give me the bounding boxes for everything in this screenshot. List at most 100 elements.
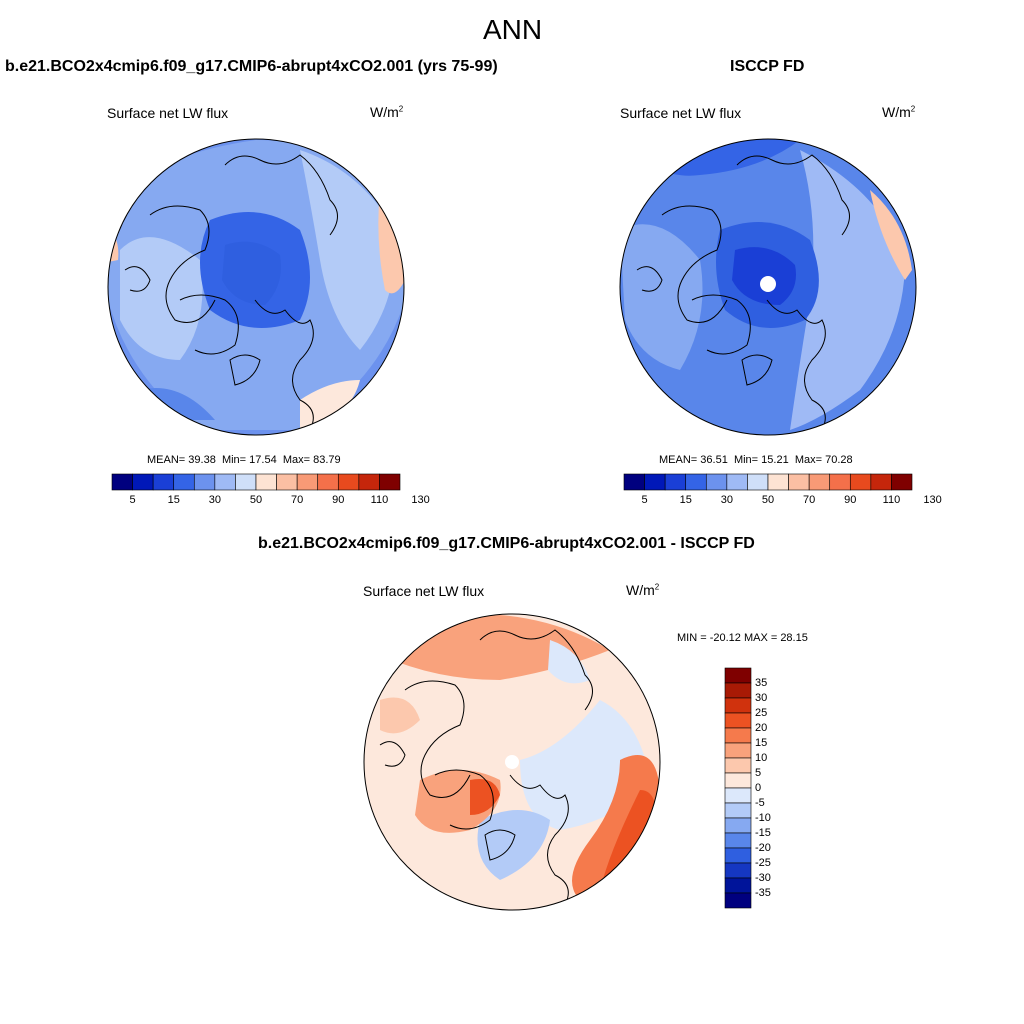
colorbar-swatch: [724, 862, 752, 879]
panel2-units-label: W/m2: [882, 104, 916, 120]
colorbar-tick-label: 30: [720, 494, 733, 506]
colorbar-tick-label: 130: [923, 494, 942, 506]
colorbar-swatch: [726, 473, 748, 491]
colorbar-swatch: [276, 473, 298, 491]
colorbar-swatch: [747, 473, 769, 491]
colorbar-tick-label: 5: [129, 494, 136, 506]
colorbar-swatch: [788, 473, 810, 491]
colorbar-tick-label: -35: [755, 887, 771, 899]
colorbar-swatch: [296, 473, 319, 491]
colorbar-swatch: [111, 473, 133, 491]
colorbar-swatch: [337, 473, 360, 491]
colorbar-swatch: [724, 877, 752, 894]
colorbar-swatch: [132, 473, 154, 491]
colorbar-swatch: [705, 473, 728, 491]
colorbar-swatch: [724, 742, 752, 759]
colorbar-tick-label: -15: [755, 827, 771, 839]
colorbar-tick-label: -25: [755, 857, 771, 869]
colorbar-tick-label: 90: [332, 494, 345, 506]
colorbar-tick-label: 35: [755, 677, 768, 689]
colorbar-tick-label: 50: [249, 494, 263, 506]
panel1-units-label: W/m2: [370, 104, 404, 120]
colorbar-tick-label: -5: [755, 797, 765, 809]
map3-border: [363, 613, 661, 911]
colorbar-swatch: [255, 473, 277, 491]
colorbar-swatch: [173, 473, 195, 491]
colorbar-swatch: [724, 757, 752, 774]
colorbar-tick-label: 70: [803, 494, 816, 506]
panel3-title: b.e21.BCO2x4cmip6.f09_g17.CMIP6-abrupt4x…: [258, 535, 755, 552]
panel1-title: b.e21.BCO2x4cmip6.f09_g17.CMIP6-abrupt4x…: [5, 58, 498, 75]
panel3-units-label: W/m2: [626, 582, 660, 598]
colorbar-swatch: [317, 473, 339, 491]
colorbar-swatch: [685, 473, 707, 491]
figure-title: ANN: [483, 14, 543, 45]
colorbar-tick-label: -30: [755, 872, 771, 884]
colorbar-swatch: [152, 473, 175, 491]
colorbar-swatch: [724, 697, 752, 714]
colorbar-tick-label: 130: [411, 494, 430, 506]
colorbar-tick-label: 70: [291, 494, 304, 506]
colorbar-tick-label: 15: [755, 737, 768, 749]
map1-border: [107, 138, 405, 436]
colorbar-swatch: [724, 712, 752, 729]
colorbar-swatch: [724, 802, 752, 819]
colorbar-tick-label: 110: [370, 494, 389, 506]
panel3-field-label: Surface net LW flux: [363, 583, 485, 599]
map1-coastlines: [124, 154, 338, 431]
colorbar-swatch: [724, 892, 752, 909]
colorbar-swatch: [724, 667, 752, 684]
colorbar-swatch: [358, 473, 380, 491]
panel2-field-label: Surface net LW flux: [620, 105, 742, 121]
panel2-title: ISCCP FD: [730, 58, 805, 75]
panel1-colorbar: [111, 473, 401, 491]
colorbar-swatch: [808, 473, 831, 491]
colorbar-swatch: [379, 473, 401, 491]
colorbar-tick-label: 25: [755, 707, 768, 719]
panel3-minmax: MIN = -20.12 MAX = 28.15: [677, 632, 808, 644]
colorbar-swatch: [724, 772, 752, 789]
colorbar-tick-label: -10: [755, 812, 771, 824]
colorbar-tick-label: 50: [761, 494, 775, 506]
colorbar-swatch: [891, 473, 913, 491]
colorbar-tick-label: 5: [755, 767, 762, 779]
colorbar-swatch: [724, 727, 752, 744]
colorbar-tick-label: -20: [755, 842, 771, 854]
panel2-colorbar: [623, 473, 913, 491]
colorbar-swatch: [623, 473, 645, 491]
map2-polar-field: [620, 139, 916, 435]
map2-coastlines: [636, 154, 850, 431]
colorbar-tick-label: 20: [755, 722, 768, 734]
colorbar-swatch: [767, 473, 789, 491]
colorbar-swatch: [849, 473, 872, 491]
panel1-field-label: Surface net LW flux: [107, 105, 229, 121]
colorbar-tick-label: 30: [755, 692, 768, 704]
colorbar-swatch: [235, 473, 257, 491]
colorbar-swatch: [193, 473, 216, 491]
colorbar-swatch: [870, 473, 892, 491]
colorbar-swatch: [724, 847, 752, 864]
colorbar-tick-label: 0: [755, 782, 762, 794]
colorbar-swatch: [724, 787, 752, 804]
panel1-stats: MEAN= 39.38 Min= 17.54 Max= 83.79: [147, 454, 341, 466]
colorbar-swatch: [664, 473, 687, 491]
colorbar-swatch: [724, 832, 752, 849]
colorbar-tick-label: 10: [755, 752, 768, 764]
panel3-colorbar: [724, 667, 752, 909]
map1-polar-field: [108, 139, 404, 435]
colorbar-tick-label: 15: [679, 494, 692, 506]
colorbar-swatch: [829, 473, 851, 491]
colorbar-swatch: [214, 473, 236, 491]
colorbar-tick-label: 30: [208, 494, 221, 506]
map3-polar-field: [364, 614, 660, 910]
map3-coastlines: [379, 629, 593, 906]
colorbar-swatch: [724, 682, 752, 699]
colorbar-swatch: [724, 817, 752, 834]
colorbar-tick-label: 15: [167, 494, 180, 506]
colorbar-tick-label: 110: [882, 494, 901, 506]
colorbar-tick-label: 90: [844, 494, 857, 506]
colorbar-swatch: [644, 473, 666, 491]
map2-border: [619, 138, 917, 436]
colorbar-tick-label: 5: [641, 494, 648, 506]
